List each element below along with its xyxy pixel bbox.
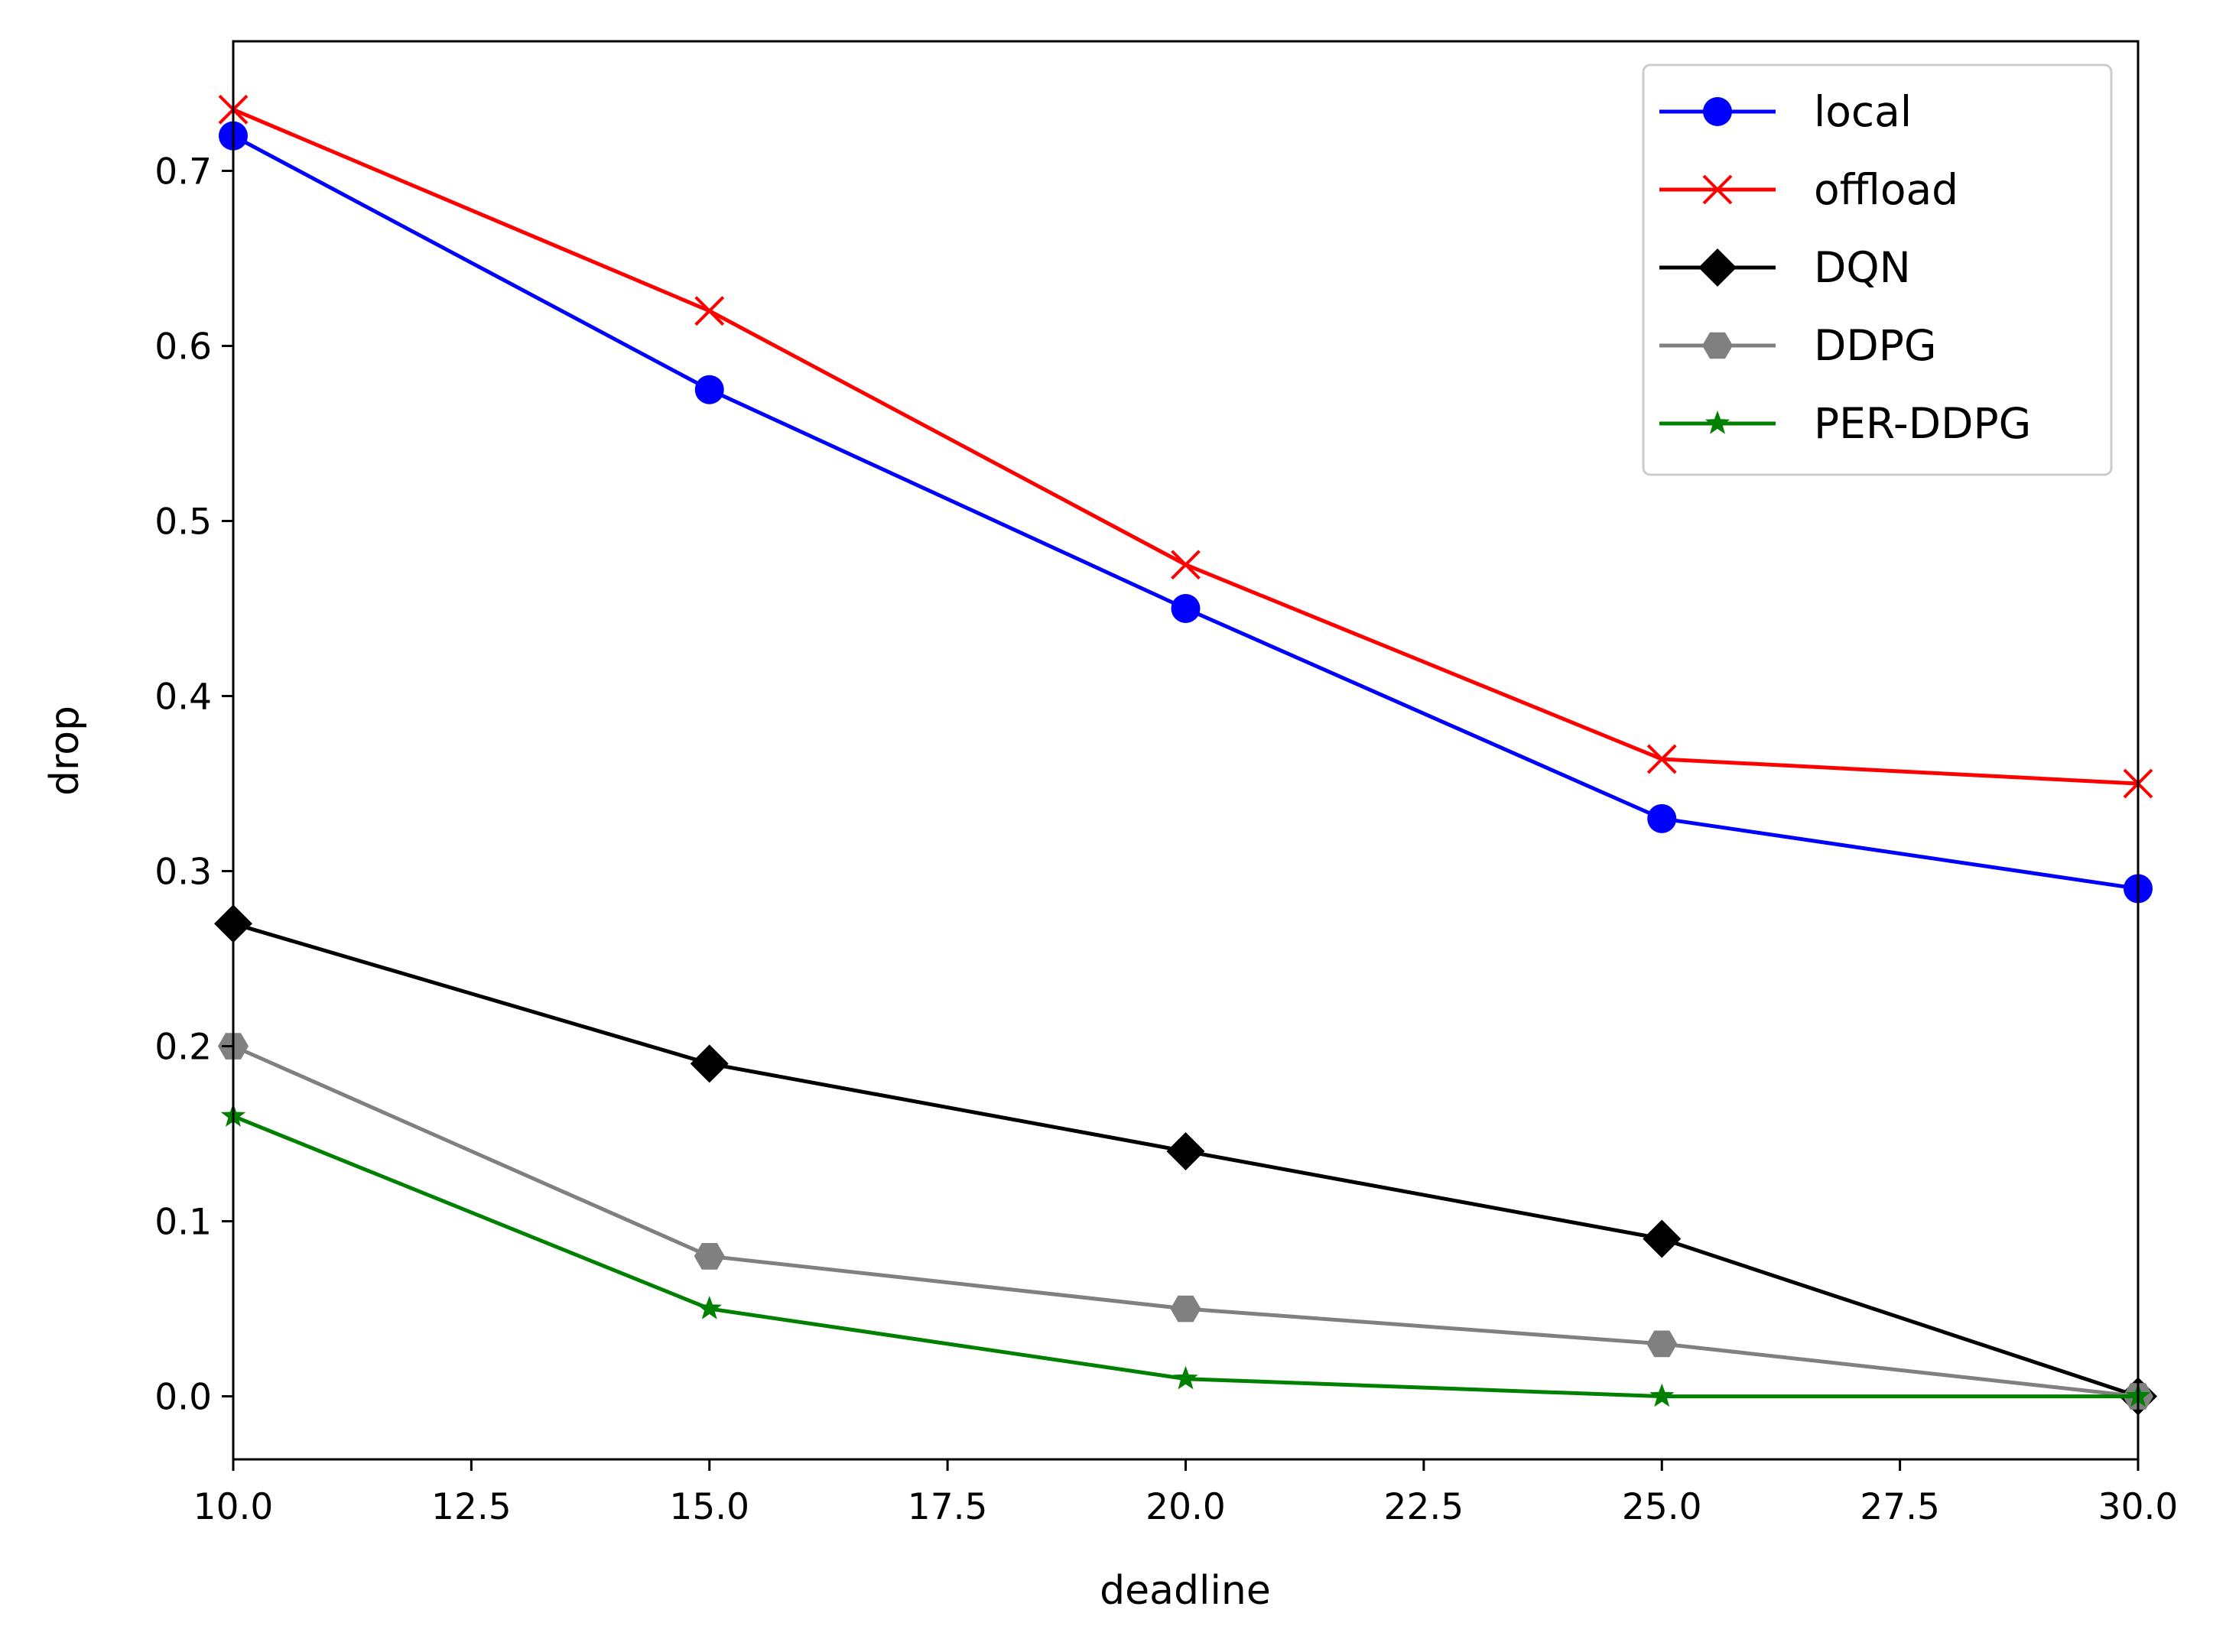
data-point-ddpg <box>694 1243 725 1270</box>
y-tick-label: 0.5 <box>154 501 212 543</box>
legend-marker-ddpg <box>1702 332 1733 359</box>
legend: local offload DQN DDPG PER-DDPG <box>1642 63 2113 476</box>
legend-marker-local <box>1703 97 1732 126</box>
data-point-local <box>694 375 724 404</box>
x-axis-title: deadline <box>1100 1568 1271 1614</box>
x-tick-label: 22.5 <box>1384 1486 1464 1528</box>
x-tick-label: 10.0 <box>193 1486 274 1528</box>
legend-label: DDPG <box>1814 321 1937 370</box>
legend-item-local: local <box>1659 87 1912 136</box>
data-point-dqn <box>1643 1219 1682 1258</box>
y-axis-title: drop <box>42 706 88 796</box>
data-point-ddpg <box>1170 1295 1201 1323</box>
legend-item-ddpg: DDPG <box>1659 321 1937 370</box>
legend-marker-per-ddpg <box>1704 411 1730 434</box>
data-point-per-ddpg <box>697 1296 722 1319</box>
data-point-per-ddpg <box>1649 1383 1675 1407</box>
x-tick-label: 27.5 <box>1860 1486 1940 1528</box>
x-tick-label: 30.0 <box>2098 1486 2179 1528</box>
legend-item-offload: offload <box>1659 165 1958 214</box>
y-tick-label: 0.3 <box>154 852 212 894</box>
x-tick-label: 15.0 <box>669 1486 749 1528</box>
data-point-dqn <box>690 1044 729 1083</box>
y-axis: 0.0 0.1 0.2 0.3 0.4 0.5 0.6 0.7 <box>154 151 233 1419</box>
data-point-local <box>1171 594 1201 623</box>
y-tick-label: 0.7 <box>154 151 212 193</box>
series-ddpg <box>218 1033 2153 1410</box>
x-tick-label: 17.5 <box>908 1486 988 1528</box>
data-point-offload <box>1171 550 1201 580</box>
data-point-per-ddpg <box>1173 1365 1198 1390</box>
data-point-offload <box>1646 744 1677 774</box>
legend-marker-dqn <box>1698 248 1737 287</box>
y-tick-label: 0.0 <box>154 1377 212 1419</box>
data-point-dqn <box>1166 1131 1205 1170</box>
data-point-ddpg <box>1646 1330 1678 1358</box>
x-tick-label: 20.0 <box>1145 1486 1226 1528</box>
y-tick-label: 0.1 <box>154 1202 212 1244</box>
series-local <box>219 121 2153 904</box>
legend-label: local <box>1814 87 1912 136</box>
x-axis: 10.0 12.5 15.0 17.5 20.0 22.5 25.0 27.5 30.0 <box>193 1459 2179 1528</box>
legend-label: offload <box>1814 165 1958 214</box>
y-tick-label: 0.4 <box>154 677 212 719</box>
y-tick-label: 0.2 <box>154 1027 212 1069</box>
data-point-offload <box>694 296 725 326</box>
x-tick-label: 12.5 <box>431 1486 512 1528</box>
data-point-local <box>1647 803 1677 833</box>
legend-box <box>1642 63 2113 476</box>
legend-label: DQN <box>1814 243 1911 292</box>
legend-marker-offload <box>1702 174 1733 205</box>
y-tick-label: 0.6 <box>154 326 212 368</box>
x-tick-label: 25.0 <box>1622 1486 1702 1528</box>
legend-item-per-ddpg: PER-DDPG <box>1659 399 2031 448</box>
legend-item-dqn: DQN <box>1659 243 1911 292</box>
legend-label: PER-DDPG <box>1814 399 2031 448</box>
